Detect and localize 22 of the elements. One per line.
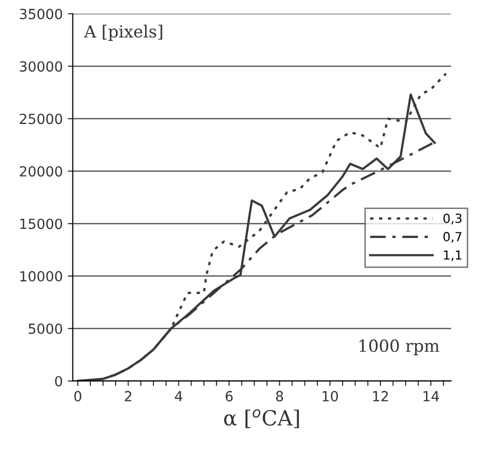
annotation: A [pixels]: [84, 24, 162, 41]
x-tick-label: 2: [124, 390, 132, 402]
legend-label: 1,1: [444, 250, 462, 262]
y-tick-label: 25000: [20, 114, 62, 124]
legend-label: 0,3: [443, 214, 462, 224]
x-tick-label: 0: [74, 390, 82, 402]
x-tick-label: 10: [322, 390, 338, 402]
x-tick-label: 12: [373, 390, 388, 402]
legend-label: 0,7: [443, 232, 462, 243]
annotation: 1000 rpm: [360, 339, 440, 356]
x-tick-label: 6: [226, 390, 233, 402]
y-tick-label: 20000: [20, 166, 62, 177]
x-tick-label: 14: [424, 391, 439, 402]
y-tick-label: 15000: [20, 218, 62, 230]
y-tick-label: 30000: [20, 61, 62, 72]
y-tick-label: 10000: [20, 271, 62, 282]
y-tick-label: 35000: [20, 8, 62, 20]
x-axis-title: α [$^{o}$CA]: [224, 409, 299, 428]
x-tick-label: 8: [276, 390, 284, 402]
y-tick-label: 5000: [28, 323, 62, 334]
y-tick-label: 0: [55, 376, 62, 386]
x-tick-label: 4: [174, 391, 182, 402]
